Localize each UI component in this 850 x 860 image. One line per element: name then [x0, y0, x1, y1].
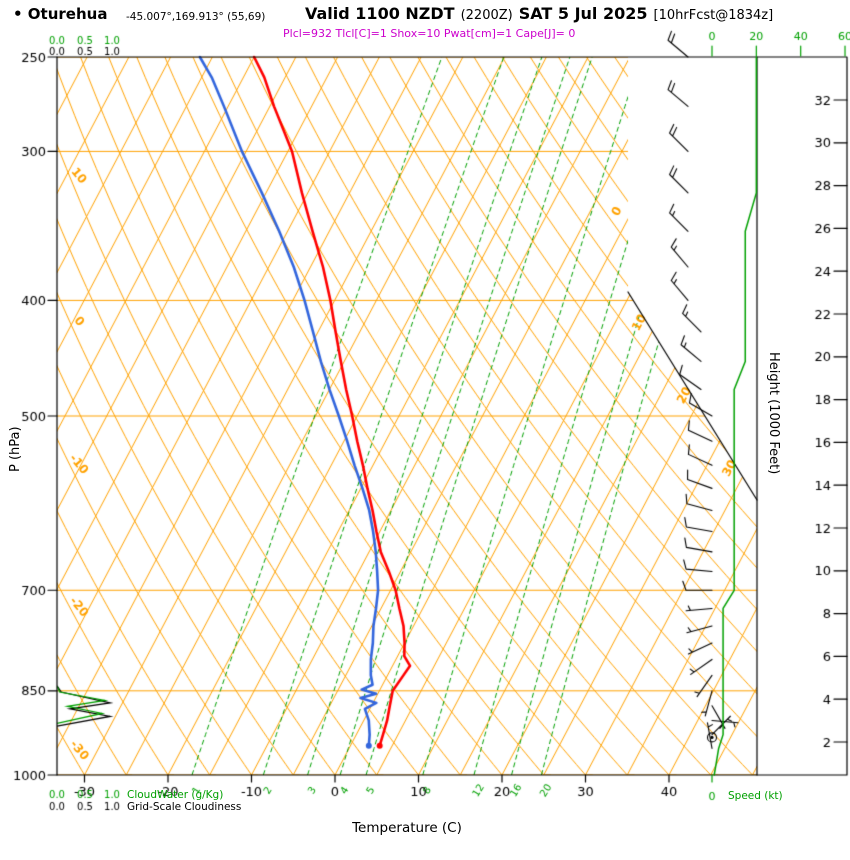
height-axis-title: Height (1000 Feet) — [766, 352, 781, 475]
pressure-axis-title: P (hPa) — [8, 426, 23, 472]
temperature-axis-title: Temperature (C) — [352, 820, 462, 836]
valid-zulu: (2200Z) — [460, 8, 513, 23]
station-name: • Oturehua — [13, 5, 108, 23]
cloudwater-legend-label: CloudWater (g/Kg) — [127, 789, 224, 801]
cloudiness-legend-label: Grid-Scale Cloudiness — [127, 801, 242, 813]
valid-time: Valid 1100 NZDT — [305, 4, 455, 23]
speed-axis-title: Speed (kt) — [728, 790, 783, 802]
forecast-tag: [10hrFcst@1834z] — [653, 8, 774, 23]
valid-time-header: Valid 1100 NZDT (2200Z) SAT 5 Jul 2025 [… — [305, 4, 773, 23]
stability-parameters: Plcl=932 Tlcl[C]=1 Shox=10 Pwat[cm]=1 Ca… — [283, 27, 576, 40]
station-coordinates: -45.007°,169.913° (55,69) — [126, 11, 266, 23]
valid-date: SAT 5 Jul 2025 — [518, 4, 648, 23]
